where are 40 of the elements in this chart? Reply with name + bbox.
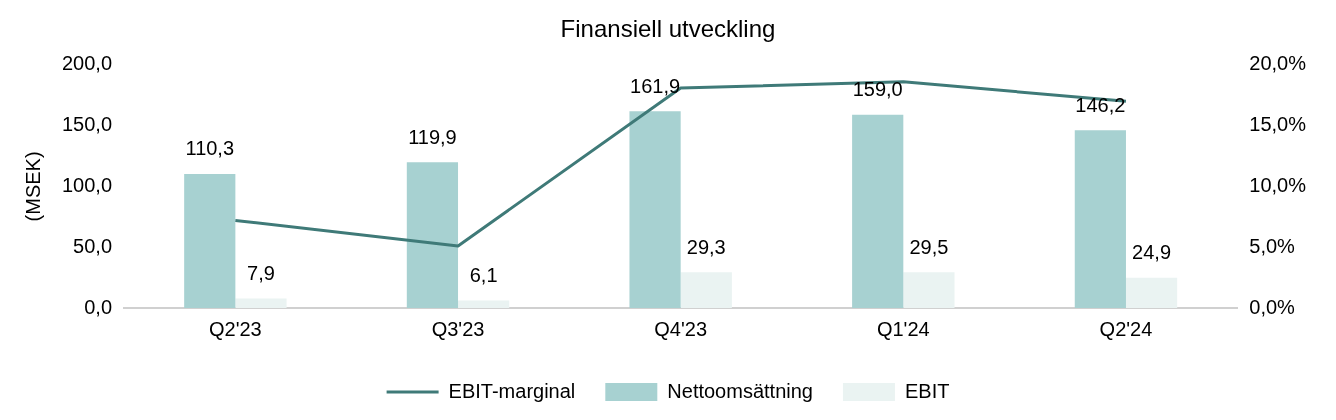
data-label: 24,9 — [1132, 241, 1172, 264]
y-axis-title: (MSEK) — [21, 151, 44, 222]
y2-tick-label: 20,0% — [1249, 52, 1307, 75]
data-label: 29,3 — [686, 235, 726, 258]
data-label: 7,9 — [247, 261, 275, 284]
data-label: 29,5 — [909, 235, 949, 258]
chart-title: Finansiell utveckling — [560, 15, 776, 43]
y-tick-label: 100,0 — [61, 173, 113, 196]
bar — [1074, 130, 1126, 308]
data-label: 6,1 — [469, 264, 498, 287]
data-label: 159,0 — [852, 78, 903, 101]
bar — [406, 162, 459, 308]
data-label: 110,3 — [185, 137, 235, 160]
y-tick-label: 200,0 — [61, 52, 113, 75]
y2-tick-label: 0,0% — [1249, 295, 1296, 318]
data-label: 161,9 — [630, 74, 681, 97]
y2-tick-label: 15,0% — [1249, 113, 1307, 136]
legend-label: Nettoomsättning — [667, 379, 813, 402]
x-tick-label: Q3'23 — [431, 317, 485, 340]
y2-tick-label: 5,0% — [1249, 234, 1296, 257]
bar — [1125, 277, 1178, 308]
bar — [903, 272, 955, 308]
bar — [458, 300, 510, 308]
bar — [680, 272, 732, 308]
x-tick-label: Q2'24 — [1099, 317, 1153, 340]
y-tick-label: 50,0 — [73, 234, 113, 257]
data-label: 146,2 — [1075, 93, 1126, 116]
data-label: 119,9 — [408, 125, 457, 148]
bar — [852, 114, 904, 308]
y2-tick-label: 10,0% — [1249, 173, 1307, 196]
y-tick-label: 0,0 — [84, 295, 113, 318]
x-tick-label: Q4'23 — [654, 317, 708, 340]
legend-label: EBIT-marginal — [448, 379, 576, 402]
bar — [629, 111, 681, 308]
x-tick-label: Q1'24 — [876, 317, 930, 340]
bar — [235, 298, 287, 308]
bar — [184, 173, 236, 308]
y-tick-label: 150,0 — [61, 113, 113, 136]
x-tick-label: Q2'23 — [209, 317, 262, 340]
legend-label: EBIT — [904, 379, 950, 402]
